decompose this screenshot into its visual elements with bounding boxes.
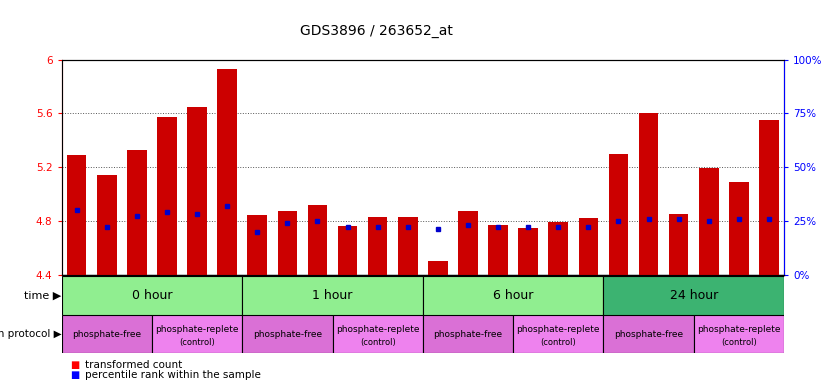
Bar	[97, 175, 117, 275]
Bar	[458, 212, 478, 275]
Bar	[62, 276, 242, 315]
Bar	[337, 226, 357, 275]
Bar	[423, 276, 603, 315]
Text: (control): (control)	[179, 338, 215, 347]
Bar	[333, 315, 423, 353]
Text: ■: ■	[70, 360, 79, 370]
Bar	[218, 69, 237, 275]
Bar	[62, 315, 152, 353]
Text: phosphate-free: phosphate-free	[614, 329, 683, 339]
Bar	[548, 222, 568, 275]
Text: transformed count: transformed count	[85, 360, 181, 370]
Bar	[308, 205, 328, 275]
Bar	[242, 315, 333, 353]
Text: phosphate-replete: phosphate-replete	[697, 325, 781, 334]
Bar	[518, 228, 538, 275]
Text: ■: ■	[70, 370, 79, 380]
Text: growth protocol ▶: growth protocol ▶	[0, 329, 62, 339]
Text: (control): (control)	[360, 338, 396, 347]
Bar	[247, 215, 267, 275]
Bar	[729, 182, 749, 275]
Text: 0 hour: 0 hour	[131, 289, 172, 302]
Bar	[398, 217, 418, 275]
Text: (control): (control)	[540, 338, 576, 347]
Bar	[579, 218, 599, 275]
Bar	[699, 168, 718, 275]
Bar	[187, 106, 207, 275]
Bar	[157, 118, 177, 275]
Bar	[423, 315, 513, 353]
Text: percentile rank within the sample: percentile rank within the sample	[85, 370, 260, 380]
Text: phosphate-free: phosphate-free	[433, 329, 502, 339]
Text: 1 hour: 1 hour	[312, 289, 353, 302]
Text: phosphate-free: phosphate-free	[72, 329, 141, 339]
Text: 24 hour: 24 hour	[670, 289, 718, 302]
Text: phosphate-free: phosphate-free	[253, 329, 322, 339]
Bar	[694, 315, 784, 353]
Bar	[759, 120, 779, 275]
Bar	[513, 315, 603, 353]
Bar	[608, 154, 628, 275]
Bar	[428, 261, 447, 275]
Bar	[67, 155, 86, 275]
Bar	[603, 276, 784, 315]
Bar	[669, 214, 689, 275]
Bar	[639, 113, 658, 275]
Text: (control): (control)	[721, 338, 757, 347]
Text: time ▶: time ▶	[25, 291, 62, 301]
Bar	[277, 212, 297, 275]
Bar	[127, 150, 147, 275]
Text: phosphate-replete: phosphate-replete	[516, 325, 600, 334]
Text: 6 hour: 6 hour	[493, 289, 534, 302]
Bar	[242, 276, 423, 315]
Bar	[368, 217, 388, 275]
Bar	[152, 315, 242, 353]
Bar	[488, 225, 508, 275]
Text: GDS3896 / 263652_at: GDS3896 / 263652_at	[300, 25, 452, 38]
Text: phosphate-replete: phosphate-replete	[155, 325, 239, 334]
Text: phosphate-replete: phosphate-replete	[336, 325, 420, 334]
Bar	[603, 315, 694, 353]
